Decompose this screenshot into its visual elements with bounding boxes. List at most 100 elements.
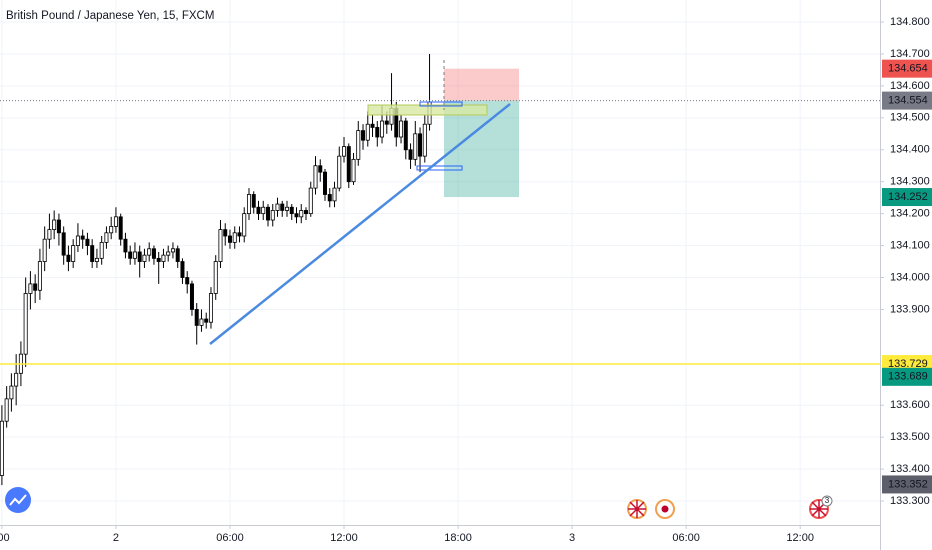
logo-circle[interactable] [5,487,31,513]
candle-body [399,120,404,138]
x-tick-label: 3 [569,532,575,544]
candle-body [208,293,213,323]
logo-icon [9,494,27,506]
price-tag-label: 133.689 [888,371,928,383]
event-badge: 3 [825,496,830,505]
y-tick-label: 134.800 [890,16,930,28]
candle-body [370,123,375,128]
logo[interactable] [5,487,31,513]
price-tag [882,475,932,494]
candle-body [4,398,9,422]
candle-body [118,216,123,240]
candle-body [384,120,389,125]
price-tag-label: 134.554 [888,94,928,106]
price-tag [882,91,932,110]
candle-body [28,283,33,294]
candle-body [156,257,161,262]
price-tag-label: 134.252 [888,191,928,203]
candle-body [304,210,309,215]
y-tick-label: 133.300 [890,495,930,507]
candle-body [275,203,280,211]
drawings [209,60,511,345]
candle-body [422,123,427,157]
candle-body [232,232,237,243]
candle-body [318,165,323,173]
stop-zone [444,68,519,101]
candle-body [0,420,4,476]
candle-body [261,206,266,215]
candle-body [90,245,95,262]
candle-body [137,251,142,262]
candle-body [37,261,42,291]
candle-body [237,232,242,237]
candle-body [180,261,185,278]
x-tick-label: 12:00 [786,532,814,544]
candle-body [418,133,423,157]
y-tick-label: 133.400 [890,463,930,475]
candle-body [47,229,52,240]
candle-body [123,238,128,253]
x-tick-label: 06:00 [216,532,244,544]
candle-body [185,277,190,285]
candle-body [361,130,366,141]
candle-body [223,229,228,237]
y-tick-label: 134.300 [890,176,930,188]
position-tool [444,68,519,198]
candle-body [132,251,137,259]
events: 3 [627,495,833,519]
candle-body [151,248,156,259]
candle-body [175,248,180,262]
candle-body [337,155,342,189]
price-tag [882,188,932,207]
y-tick-label: 133.500 [890,431,930,443]
candle-body [218,229,223,262]
y-tick-label: 134.600 [890,80,930,92]
x-tick-label: 06:00 [672,532,700,544]
candle-body [104,232,109,243]
candle-body [313,165,318,189]
candle-body [375,127,380,138]
candle-body [23,293,28,355]
rectangle-drawing [367,104,488,116]
candle-body [99,241,104,259]
candle-body [246,194,251,215]
candle-body [351,158,356,183]
chart-title: British Pound / Japanese Yen, 15, FXCM [6,10,214,22]
candle-body [85,238,90,246]
target-zone [444,100,519,198]
flag [628,500,646,518]
candle-body [227,235,232,243]
price-tag-label: 133.352 [888,478,928,490]
candle-body [33,283,38,291]
candle-body [356,130,361,160]
candle-body [403,120,408,151]
candle-body [161,254,166,262]
candle-body [189,283,194,310]
candle-body [251,194,256,208]
candle-body [380,120,385,138]
candle-body [170,248,175,253]
candle-body [194,309,199,326]
price-tag [882,59,932,78]
y-tick-label: 133.900 [890,303,930,315]
candle-body [128,251,133,259]
badge [821,495,833,507]
candle-body [280,203,285,211]
candle-body [294,213,299,218]
candle-body [365,123,370,141]
candle-body [332,187,337,202]
candle-body [109,226,114,234]
candle-body [142,254,147,262]
candle-body [204,318,209,323]
candle-body [284,206,289,211]
candle-body [346,146,351,183]
candle-body [75,235,80,246]
candle-body [42,238,47,262]
box-drawing [416,165,463,171]
candle-body [199,318,204,326]
y-tick-label: 134.200 [890,208,930,220]
candle-body [408,149,413,160]
box-drawing [419,101,463,107]
